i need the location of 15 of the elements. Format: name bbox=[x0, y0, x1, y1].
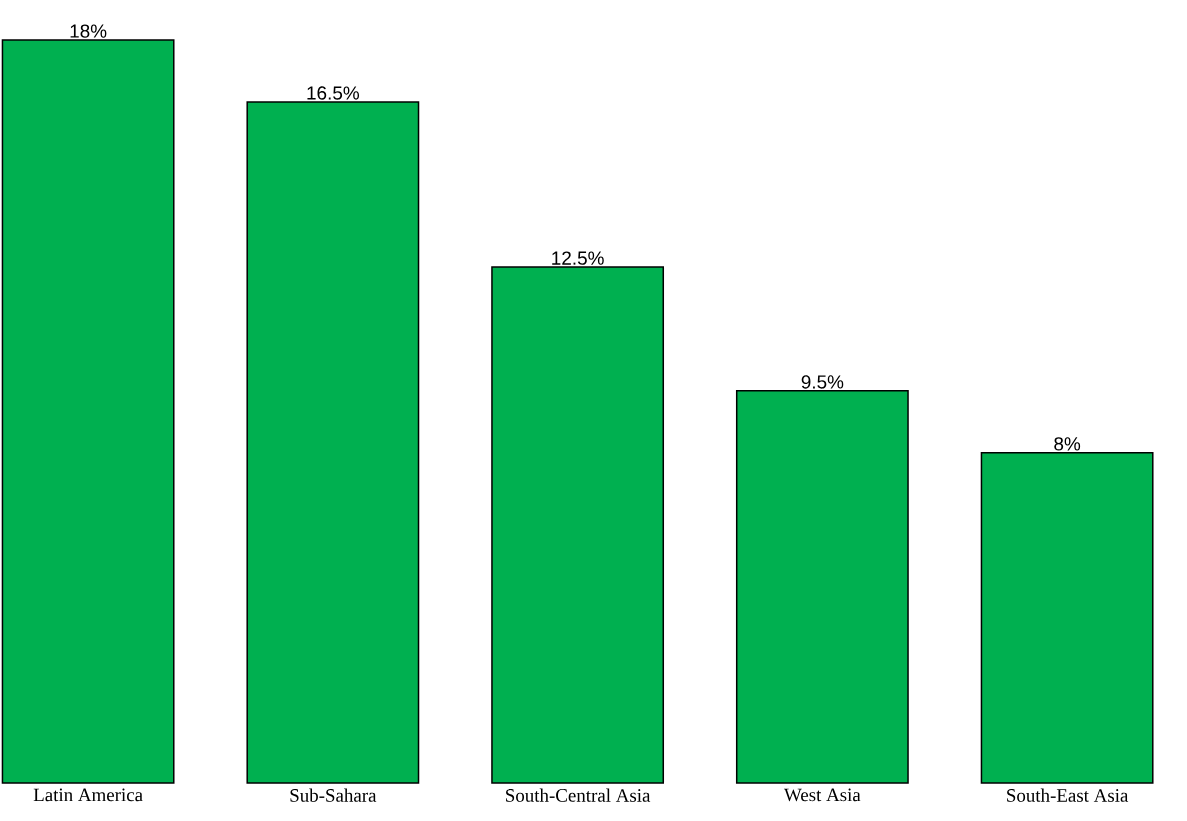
bar bbox=[491, 266, 665, 784]
bar bbox=[980, 452, 1154, 784]
data-label: 8% bbox=[1054, 437, 1081, 451]
bar bbox=[735, 390, 909, 784]
data-label: 18% bbox=[70, 24, 107, 38]
data-label: 16.5% bbox=[307, 86, 360, 100]
bar bbox=[246, 101, 420, 784]
x-tick-label: South-East Asia bbox=[1007, 788, 1129, 802]
x-tick-label: West Asia bbox=[783, 788, 861, 802]
x-tick-label: Latin America bbox=[33, 788, 143, 802]
data-label: 9.5% bbox=[801, 375, 844, 389]
data-label: 12.5% bbox=[552, 251, 604, 265]
x-tick-label: South-Central Asia bbox=[506, 788, 651, 802]
bar bbox=[1, 39, 175, 784]
x-tick-label: Sub-Sahara bbox=[290, 788, 377, 802]
